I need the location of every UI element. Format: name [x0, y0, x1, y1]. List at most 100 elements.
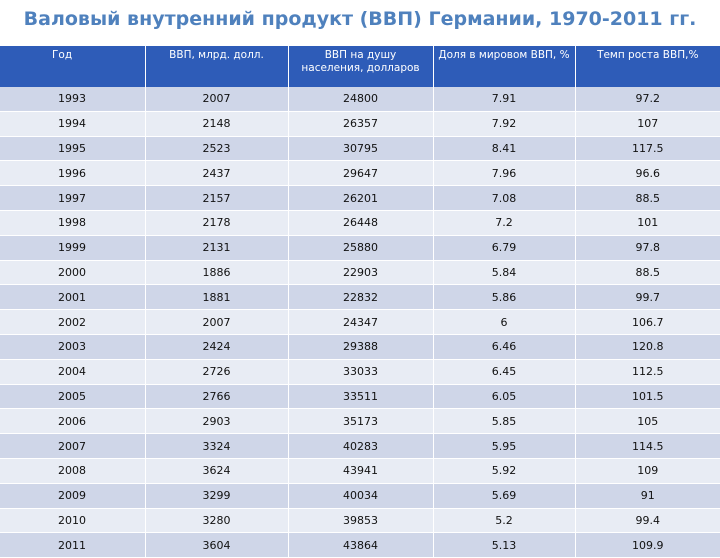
table-row: 1995 2523 30795 8.41 117.5	[0, 136, 720, 162]
cell-growth-rate: 107	[575, 111, 720, 137]
cell-world-share: 7.91	[433, 87, 576, 112]
cell-gdp: 2007	[145, 87, 289, 112]
table-row: 2008 3624 43941 5.92 109	[0, 458, 720, 484]
table-row: 1997 2157 26201 7.08 88.5	[0, 185, 720, 211]
cell-growth-rate: 99.7	[575, 284, 720, 311]
cell-year: 2003	[0, 334, 146, 360]
cell-gdp: 2178	[145, 210, 289, 236]
cell-year: 1999	[0, 235, 146, 261]
cell-world-share: 5.85	[433, 408, 576, 435]
cell-growth-rate: 109	[575, 458, 720, 484]
table-row: 2011 3604 43864 5.13 109.9	[0, 532, 720, 558]
cell-gdp-per-capita: 35173	[288, 408, 434, 435]
cell-world-share: 5.2	[433, 508, 576, 534]
header-world-share: Доля в мировом ВВП, %	[433, 46, 576, 87]
table-row: 1994 2148 26357 7.92 107	[0, 111, 720, 137]
cell-gdp-per-capita: 24347	[288, 309, 434, 335]
header-growth-rate: Темп роста ВВП,%	[575, 46, 720, 87]
cell-gdp-per-capita: 33033	[288, 359, 434, 385]
cell-gdp: 2131	[145, 235, 289, 261]
cell-growth-rate: 88.5	[575, 185, 720, 211]
table-row: 2005 2766 33511 6.05 101.5	[0, 384, 720, 410]
cell-growth-rate: 120.8	[575, 334, 720, 360]
cell-growth-rate: 97.2	[575, 87, 720, 112]
table-row: 1998 2178 26448 7.2 101	[0, 210, 720, 236]
cell-world-share: 7.96	[433, 160, 576, 187]
table-row: 1999 2131 25880 6.79 97.8	[0, 235, 720, 261]
table-row: 2001 1881 22832 5.86 99.7	[0, 284, 720, 311]
cell-gdp-per-capita: 26357	[288, 111, 434, 137]
cell-gdp-per-capita: 39853	[288, 508, 434, 534]
cell-world-share: 5.86	[433, 284, 576, 311]
cell-gdp: 2424	[145, 334, 289, 360]
table-row: 2009 3299 40034 5.69 91	[0, 483, 720, 509]
cell-world-share: 5.69	[433, 483, 576, 509]
table-row: 2000 1886 22903 5.84 88.5	[0, 260, 720, 286]
table-row: 2006 2903 35173 5.85 105	[0, 408, 720, 435]
cell-growth-rate: 96.6	[575, 160, 720, 187]
cell-year: 2007	[0, 433, 146, 459]
cell-world-share: 5.13	[433, 532, 576, 558]
table-body: 1993 2007 24800 7.91 97.2 1994 2148 26357 7.92 10…	[0, 87, 720, 558]
header-year: Год	[0, 46, 146, 87]
cell-year: 2004	[0, 359, 146, 385]
cell-gdp-per-capita: 40034	[288, 483, 434, 509]
cell-growth-rate: 88.5	[575, 260, 720, 286]
header-gdp: ВВП, млрд. долл.	[145, 46, 289, 87]
cell-gdp: 2523	[145, 136, 289, 162]
table-row: 1993 2007 24800 7.91 97.2	[0, 87, 720, 112]
cell-gdp: 2766	[145, 384, 289, 410]
cell-gdp-per-capita: 43941	[288, 458, 434, 484]
cell-gdp: 2903	[145, 408, 289, 435]
cell-growth-rate: 105	[575, 408, 720, 435]
cell-year: 1997	[0, 185, 146, 211]
cell-growth-rate: 101	[575, 210, 720, 236]
cell-growth-rate: 117.5	[575, 136, 720, 162]
cell-gdp-per-capita: 43864	[288, 532, 434, 558]
cell-gdp-per-capita: 33511	[288, 384, 434, 410]
table-row: 2002 2007 24347 6 106.7	[0, 309, 720, 335]
cell-gdp: 1886	[145, 260, 289, 286]
cell-gdp: 2007	[145, 309, 289, 335]
cell-gdp: 3604	[145, 532, 289, 558]
cell-gdp-per-capita: 25880	[288, 235, 434, 261]
cell-world-share: 5.84	[433, 260, 576, 286]
gdp-table: Год ВВП, млрд. долл. ВВП на душу населен…	[0, 46, 720, 558]
table-row: 2003 2424 29388 6.46 120.8	[0, 334, 720, 360]
cell-world-share: 5.92	[433, 458, 576, 484]
cell-gdp: 2437	[145, 160, 289, 187]
cell-growth-rate: 101.5	[575, 384, 720, 410]
cell-gdp-per-capita: 24800	[288, 87, 434, 112]
cell-year: 1994	[0, 111, 146, 137]
cell-growth-rate: 106.7	[575, 309, 720, 335]
cell-gdp: 2157	[145, 185, 289, 211]
cell-year: 2005	[0, 384, 146, 410]
cell-gdp-per-capita: 29647	[288, 160, 434, 187]
cell-gdp-per-capita: 26201	[288, 185, 434, 211]
cell-year: 2011	[0, 532, 146, 558]
cell-gdp: 1881	[145, 284, 289, 311]
cell-year: 2000	[0, 260, 146, 286]
cell-gdp: 3299	[145, 483, 289, 509]
table-row: 2010 3280 39853 5.2 99.4	[0, 508, 720, 534]
cell-growth-rate: 91	[575, 483, 720, 509]
cell-year: 2008	[0, 458, 146, 484]
cell-year: 1996	[0, 160, 146, 187]
table-row: 2007 3324 40283 5.95 114.5	[0, 433, 720, 459]
cell-gdp: 3324	[145, 433, 289, 459]
cell-growth-rate: 114.5	[575, 433, 720, 459]
cell-world-share: 6.45	[433, 359, 576, 385]
cell-world-share: 6	[433, 309, 576, 335]
cell-world-share: 7.2	[433, 210, 576, 236]
cell-gdp: 3280	[145, 508, 289, 534]
cell-gdp-per-capita: 26448	[288, 210, 434, 236]
cell-world-share: 6.79	[433, 235, 576, 261]
cell-world-share: 5.95	[433, 433, 576, 459]
cell-year: 2006	[0, 408, 146, 435]
page-title: Валовый внутренний продукт (ВВП) Германи…	[23, 8, 697, 30]
header-gdp-per-capita: ВВП на душу населения, долларов	[288, 46, 434, 87]
cell-year: 2002	[0, 309, 146, 335]
cell-year: 1995	[0, 136, 146, 162]
cell-growth-rate: 97.8	[575, 235, 720, 261]
cell-growth-rate: 109.9	[575, 532, 720, 558]
